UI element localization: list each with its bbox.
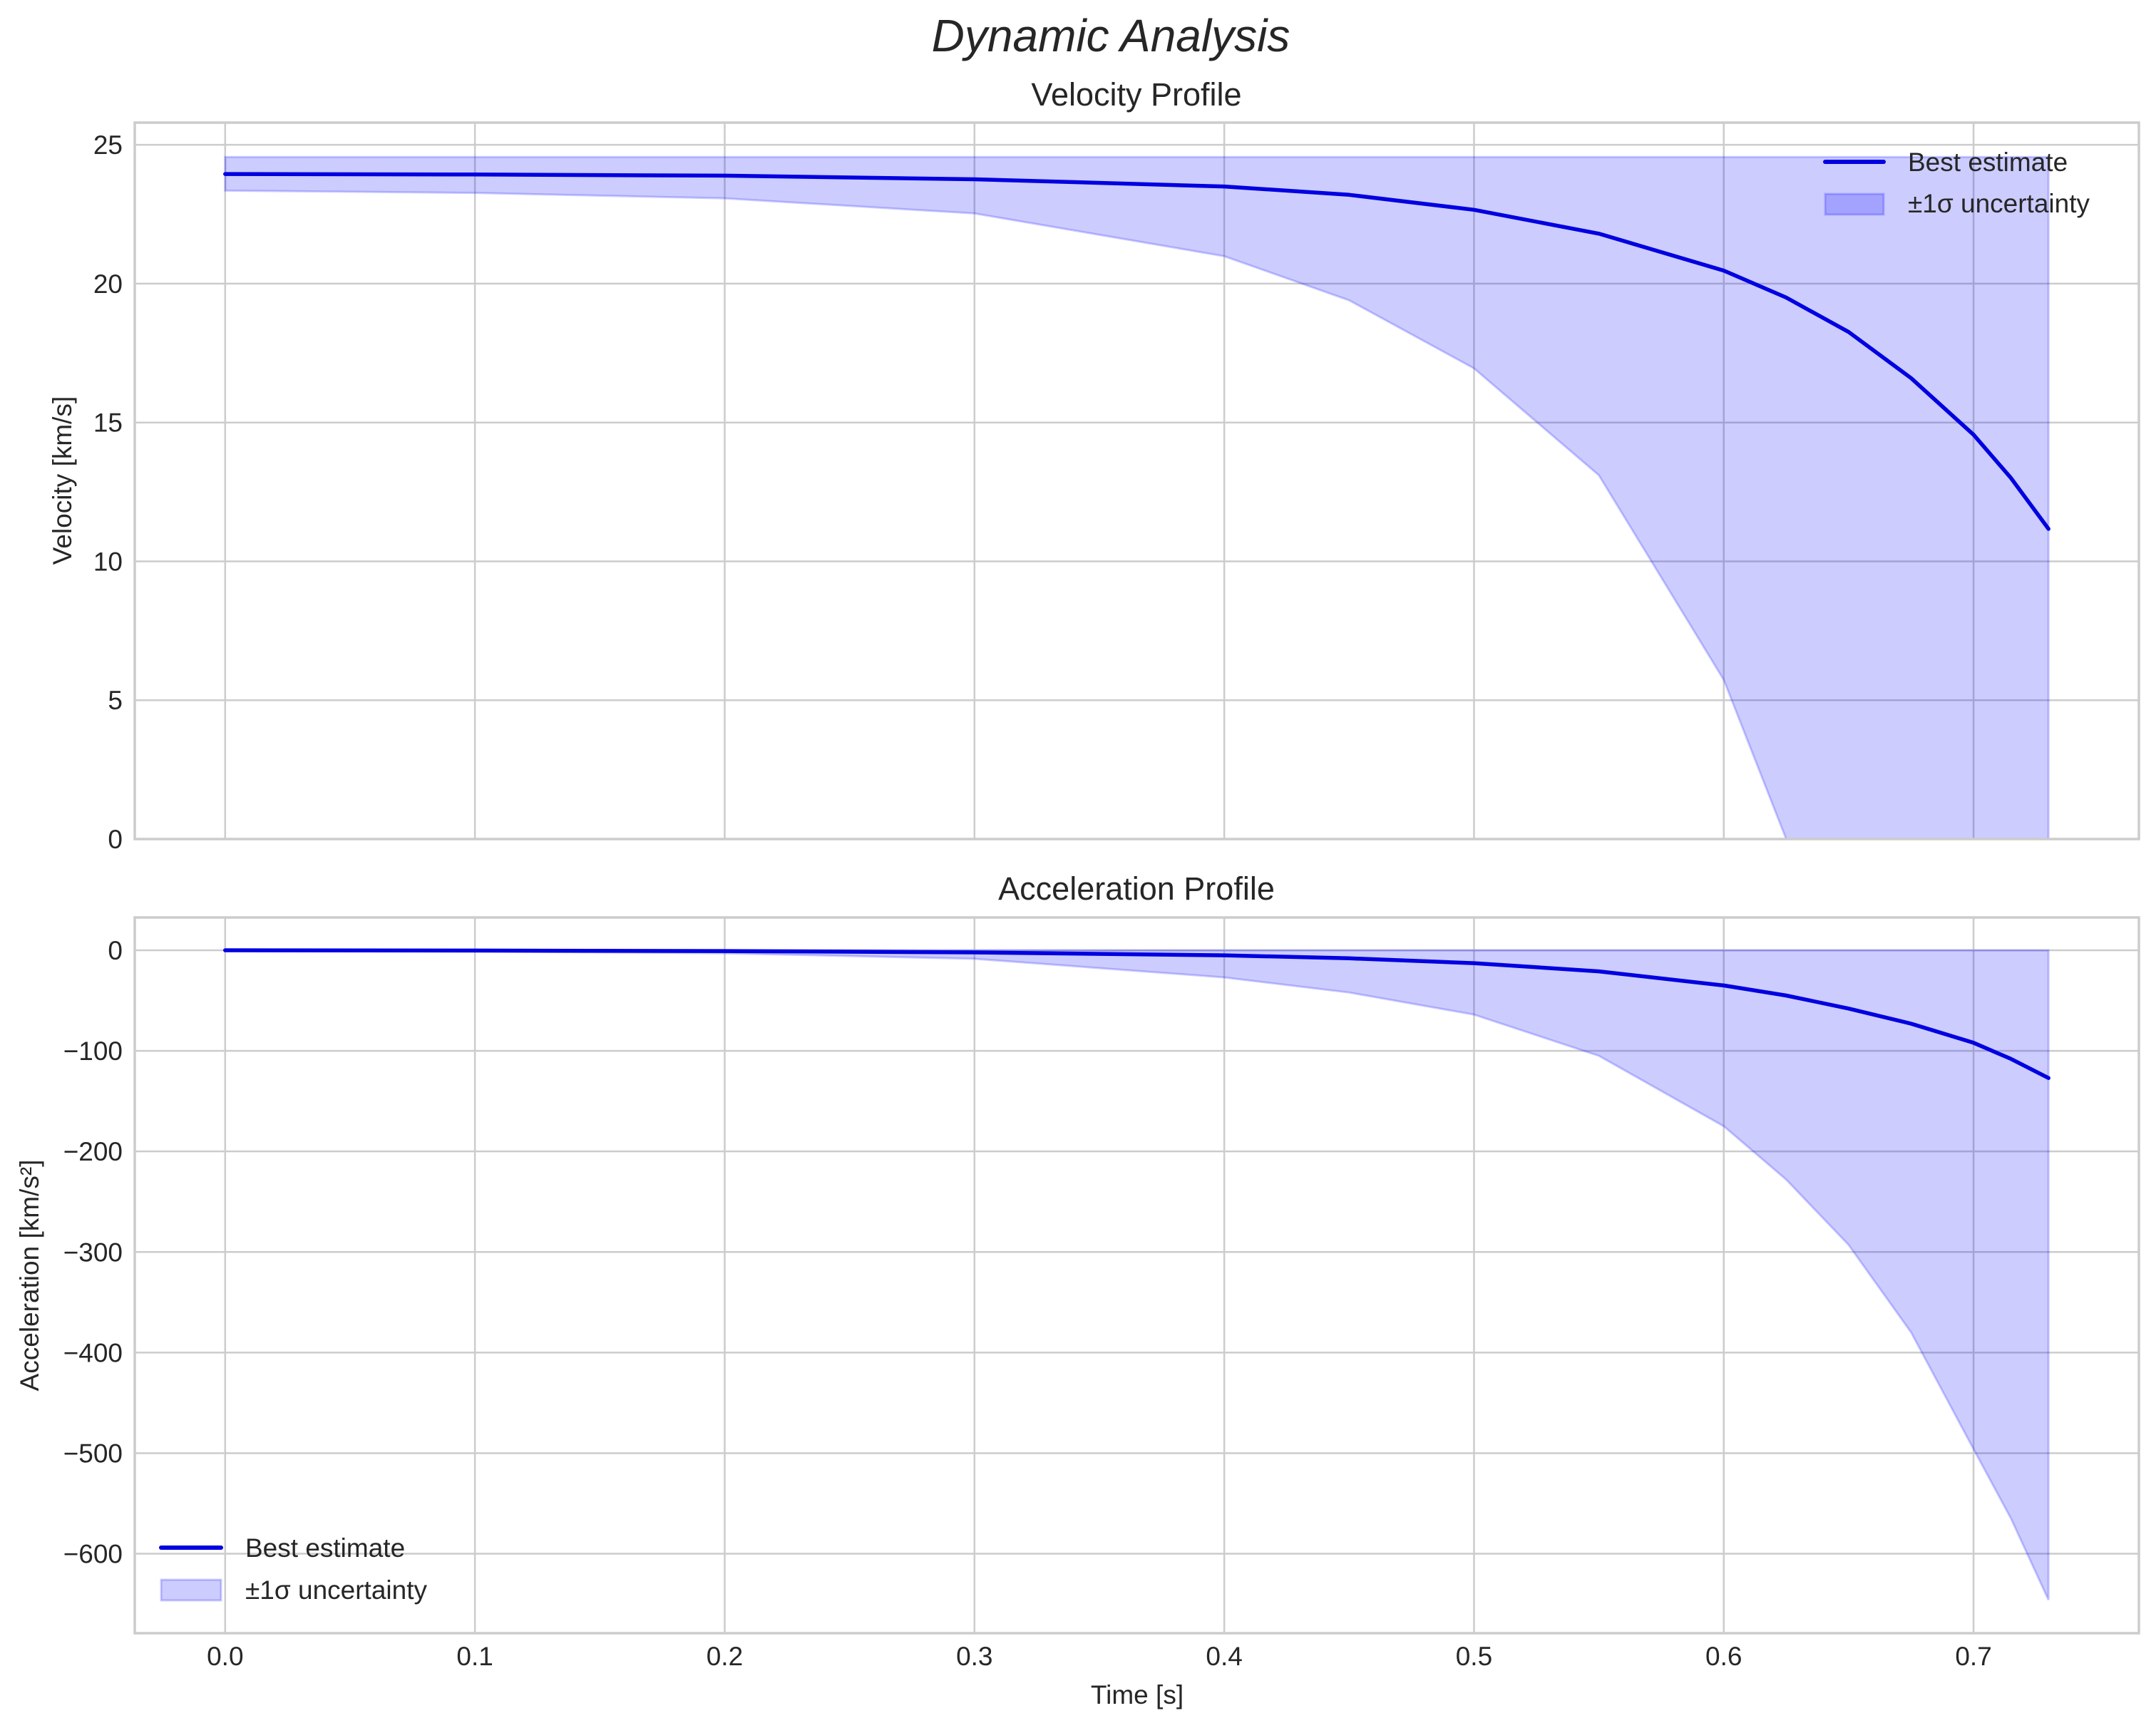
acceleration-legend-band-label: ±1σ uncertainty (245, 1575, 427, 1605)
y-tick-label: −600 (63, 1540, 123, 1569)
y-tick-label: 5 (108, 686, 123, 715)
velocity-data (223, 155, 2050, 839)
y-tick-label: −500 (63, 1439, 123, 1468)
velocity-yticks: 0 5 10 15 20 25 (93, 130, 123, 854)
y-tick-label: 20 (93, 269, 123, 299)
velocity-legend: Best estimate ±1σ uncertainty (1823, 148, 2090, 218)
velocity-grid (135, 123, 2139, 840)
x-tick-label: 0.6 (1705, 1642, 1742, 1671)
velocity-legend-line-label: Best estimate (1908, 148, 2068, 177)
acceleration-axes-frame (133, 916, 2140, 1635)
acceleration-data (223, 948, 2050, 1601)
acceleration-ylabel: Acceleration [km/s²] (15, 1160, 44, 1392)
acceleration-xticks: 0.0 0.1 0.2 0.3 0.4 0.5 0.6 0.7 (207, 1642, 1992, 1671)
y-tick-label: 15 (93, 408, 123, 438)
uncertainty-band (224, 949, 2050, 1601)
y-tick-label: −100 (63, 1037, 123, 1066)
acceleration-axes: Acceleration Profile 0 −100 −200 −300 −400 −5… (15, 870, 2140, 1671)
y-tick-label: −400 (63, 1338, 123, 1367)
x-axis-label: Time [s] (1091, 1680, 1184, 1709)
best-estimate-line (223, 948, 2050, 1080)
velocity-axes: Velocity Profile 0 5 10 15 20 25 Velocity [km… (48, 76, 2140, 854)
x-tick-label: 0.1 (456, 1642, 493, 1671)
x-tick-label: 0.3 (956, 1642, 992, 1671)
acceleration-legend: Best estimate ±1σ uncertainty (159, 1533, 427, 1605)
y-tick-label: 10 (93, 547, 123, 576)
velocity-axes-title: Velocity Profile (1031, 76, 1241, 113)
y-tick-label: −300 (63, 1238, 123, 1267)
uncertainty-band (224, 155, 2050, 839)
acceleration-legend-line-label: Best estimate (245, 1533, 405, 1563)
x-tick-label: 0.4 (1206, 1642, 1242, 1671)
velocity-ylabel: Velocity [km/s] (48, 396, 77, 565)
velocity-axes-frame (133, 121, 2140, 840)
figure-title: Dynamic Analysis (932, 10, 1290, 61)
x-tick-label: 0.5 (1456, 1642, 1492, 1671)
y-tick-label: −200 (63, 1137, 123, 1166)
x-tick-label: 0.2 (707, 1642, 743, 1671)
velocity-legend-band-label: ±1σ uncertainty (1908, 189, 2090, 218)
y-tick-label: 0 (108, 825, 123, 854)
acceleration-yticks: 0 −100 −200 −300 −400 −500 −600 (63, 936, 123, 1569)
best-estimate-line (223, 172, 2050, 531)
y-tick-label: 0 (108, 936, 123, 965)
acceleration-axes-title: Acceleration Profile (998, 870, 1275, 907)
legend-band-swatch-icon (1824, 192, 1885, 216)
x-tick-label: 0.0 (207, 1642, 243, 1671)
legend-band-swatch-icon (160, 1578, 222, 1602)
x-tick-label: 0.7 (1955, 1642, 1991, 1671)
y-tick-label: 25 (93, 130, 123, 160)
